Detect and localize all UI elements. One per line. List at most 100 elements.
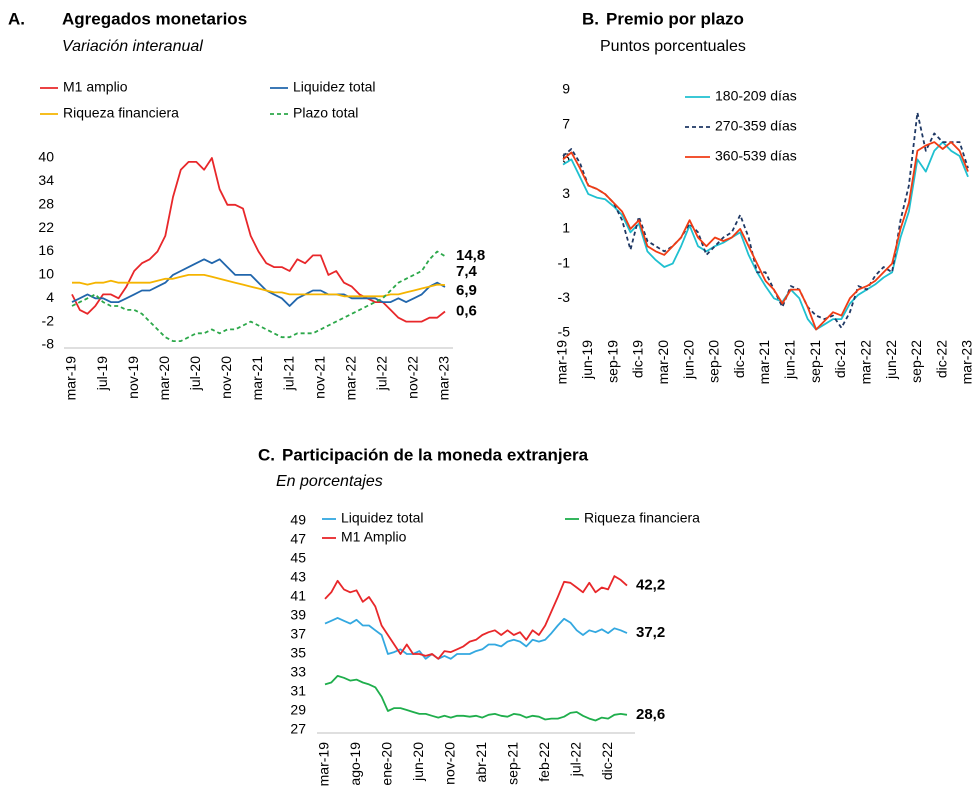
series-line xyxy=(71,250,446,342)
legend-label: 360-539 días xyxy=(715,148,797,164)
y-tick-label: 9 xyxy=(562,81,570,97)
y-tick-label: 22 xyxy=(38,219,54,235)
x-tick-label: jul-19 xyxy=(94,356,110,391)
series-line xyxy=(562,141,969,331)
x-tick-label: sep-20 xyxy=(706,340,722,383)
x-tick-label: sep-21 xyxy=(807,340,823,383)
x-tick-label: ene-20 xyxy=(379,742,395,786)
series-line xyxy=(324,575,628,660)
x-tick-label: jul-21 xyxy=(280,356,296,391)
x-tick-label: abr-21 xyxy=(473,742,489,783)
series-line xyxy=(324,675,628,722)
chart-title: Premio por plazo xyxy=(606,9,744,28)
y-tick-label: 10 xyxy=(38,266,54,282)
x-tick-label: dic-20 xyxy=(731,340,747,378)
x-tick-label: dic-19 xyxy=(630,340,646,378)
x-tick-label: nov-22 xyxy=(405,356,421,399)
y-tick-label: 27 xyxy=(290,721,306,737)
x-tick-label: jun-20 xyxy=(410,742,426,782)
chart-label: A. xyxy=(8,9,25,28)
chart-label: C. xyxy=(258,445,275,464)
y-tick-label: 3 xyxy=(562,185,570,201)
series-line xyxy=(324,617,628,660)
x-tick-label: dic-22 xyxy=(599,742,615,780)
x-tick-label: mar-19 xyxy=(63,356,79,401)
data-label: 14,8 xyxy=(456,247,485,264)
data-label: 28,6 xyxy=(636,706,665,723)
series-line xyxy=(562,111,969,329)
legend-label: M1 Amplio xyxy=(341,529,407,545)
legend-label: M1 amplio xyxy=(63,79,128,95)
x-tick-label: jun-22 xyxy=(883,340,899,380)
x-tick-label: mar-19 xyxy=(554,340,570,385)
legend-label: Riqueza financiera xyxy=(584,510,700,526)
x-tick-label: mar-22 xyxy=(342,356,358,401)
x-tick-label: jul-20 xyxy=(187,356,203,391)
y-tick-label: 40 xyxy=(38,149,54,165)
series-line xyxy=(562,141,969,331)
y-tick-label: 7 xyxy=(562,115,570,131)
y-tick-label: 43 xyxy=(290,569,306,585)
series-line xyxy=(72,274,446,298)
x-tick-label: mar-23 xyxy=(436,356,452,401)
series-line xyxy=(71,258,446,307)
x-tick-label: nov-20 xyxy=(442,742,458,785)
x-tick-label: jul-22 xyxy=(567,742,583,777)
x-tick-label: sep-22 xyxy=(908,340,924,383)
y-tick-label: -5 xyxy=(558,324,571,340)
x-tick-label: mar-23 xyxy=(959,340,975,385)
x-tick-label: nov-21 xyxy=(311,356,327,399)
x-tick-label: mar-20 xyxy=(156,356,172,401)
x-tick-label: mar-21 xyxy=(249,356,265,401)
data-label: 7,4 xyxy=(456,263,478,280)
y-tick-label: 16 xyxy=(38,242,54,258)
legend-label: Plazo total xyxy=(293,105,358,121)
chart-title: Participación de la moneda extranjera xyxy=(282,445,589,464)
y-tick-label: 49 xyxy=(290,512,306,528)
y-tick-label: 5 xyxy=(562,150,570,166)
y-tick-label: 35 xyxy=(290,645,306,661)
y-tick-label: -3 xyxy=(558,289,571,305)
x-tick-label: dic-22 xyxy=(933,340,949,378)
y-tick-label: 41 xyxy=(290,588,306,604)
y-tick-label: -8 xyxy=(42,336,55,352)
y-tick-label: 31 xyxy=(290,683,306,699)
x-tick-label: jul-22 xyxy=(374,356,390,391)
y-tick-label: 47 xyxy=(290,531,306,547)
y-tick-label: 37 xyxy=(290,626,306,642)
y-tick-label: -2 xyxy=(42,312,55,328)
chart-subtitle: Puntos porcentuales xyxy=(600,38,746,55)
x-tick-label: sep-19 xyxy=(604,340,620,383)
y-tick-label: 39 xyxy=(290,607,306,623)
y-tick-label: -1 xyxy=(558,254,571,270)
x-tick-label: dic-21 xyxy=(832,340,848,378)
data-label: 37,2 xyxy=(636,624,665,641)
y-tick-label: 4 xyxy=(46,289,54,305)
chart-label: B. xyxy=(582,9,599,28)
legend-label: Liquidez total xyxy=(341,510,424,526)
x-tick-label: mar-22 xyxy=(857,340,873,385)
x-tick-label: feb-22 xyxy=(536,742,552,782)
data-label: 0,6 xyxy=(456,302,477,319)
chart-title: Agregados monetarios xyxy=(62,9,247,28)
legend-label: 180-209 días xyxy=(715,88,797,104)
data-label: 42,2 xyxy=(636,577,665,594)
y-tick-label: 45 xyxy=(290,550,306,566)
y-tick-label: 29 xyxy=(290,702,306,718)
y-tick-label: 28 xyxy=(38,195,54,211)
chart-subtitle: En porcentajes xyxy=(276,473,383,490)
x-tick-label: ago-19 xyxy=(347,742,363,786)
x-tick-label: mar-19 xyxy=(316,742,332,787)
x-tick-label: mar-21 xyxy=(756,340,772,385)
y-tick-label: 33 xyxy=(290,664,306,680)
x-tick-label: nov-19 xyxy=(125,356,141,399)
x-tick-label: sep-21 xyxy=(504,742,520,785)
y-tick-label: 1 xyxy=(562,220,570,236)
x-tick-label: jun-20 xyxy=(680,340,696,380)
x-tick-label: nov-20 xyxy=(218,356,234,399)
data-label: 6,9 xyxy=(456,282,477,299)
legend-label: Liquidez total xyxy=(293,79,376,95)
x-tick-label: jun-21 xyxy=(782,340,798,380)
x-tick-label: jun-19 xyxy=(579,340,595,380)
